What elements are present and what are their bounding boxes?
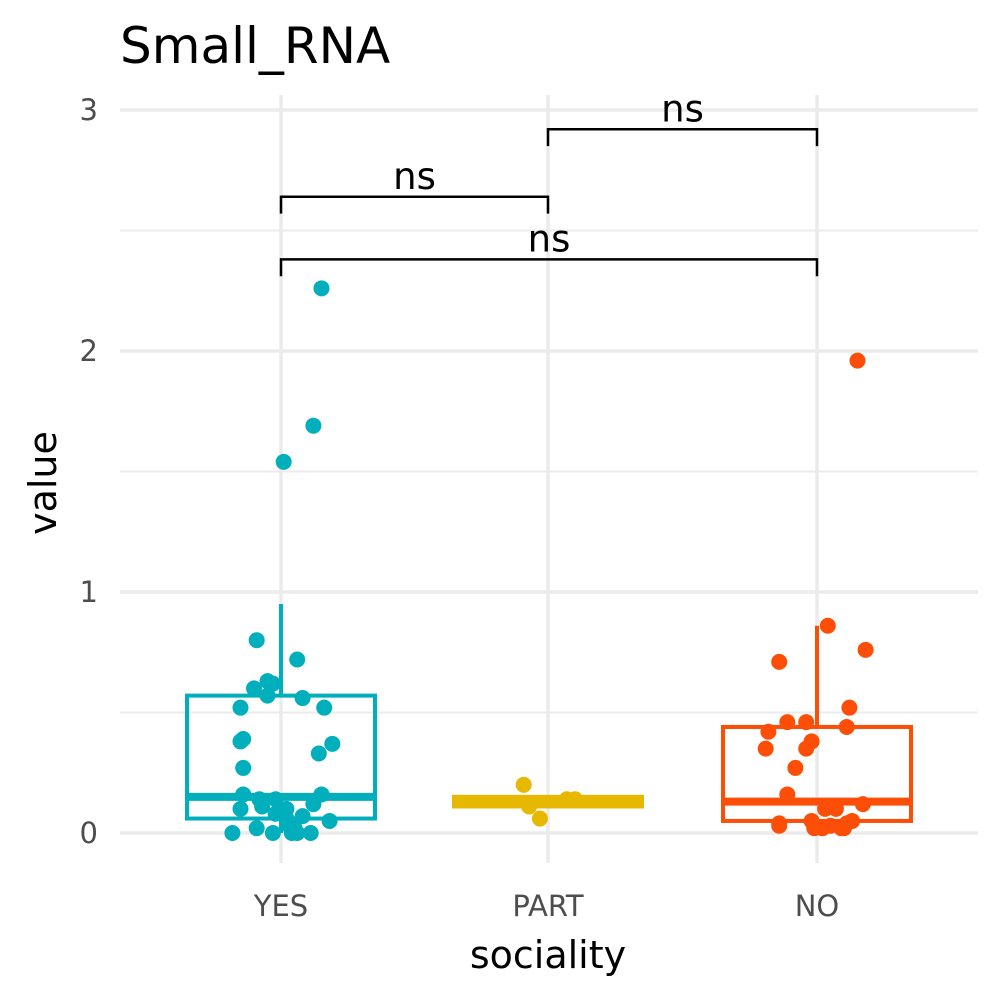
significance-bracket: ns: [279, 155, 550, 214]
data-point-yes: [275, 453, 292, 470]
data-point-yes: [248, 820, 265, 837]
significance-label: ns: [661, 87, 704, 130]
data-point-yes: [259, 687, 276, 704]
data-point-yes: [316, 699, 333, 716]
data-point-yes: [232, 699, 249, 716]
data-point-no: [854, 796, 871, 813]
data-point-yes: [294, 808, 311, 825]
x-tick-label: PART: [512, 889, 584, 923]
data-point-yes: [310, 745, 327, 762]
y-tick-label: 1: [80, 575, 98, 609]
data-point-yes: [232, 800, 249, 817]
data-point-part: [515, 776, 532, 793]
data-point-no: [760, 723, 777, 740]
data-point-no: [803, 733, 820, 750]
significance-bracket: ns: [546, 87, 819, 147]
x-axis-title: sociality: [470, 933, 626, 977]
bracket-line: [279, 258, 819, 277]
data-point-no: [787, 759, 804, 776]
data-point-yes: [224, 825, 241, 841]
y-tick-label: 3: [80, 93, 98, 127]
data-point-no: [841, 699, 858, 716]
x-tick-label: NO: [795, 889, 840, 923]
significance-label: ns: [528, 217, 571, 260]
data-point-yes: [267, 791, 284, 808]
significance-bracket-layer: ns ns ns: [279, 87, 819, 277]
data-point-part: [567, 791, 583, 808]
data-point-yes: [313, 786, 330, 803]
data-point-yes: [289, 825, 306, 841]
boxplot-part: [452, 794, 644, 809]
data-point-no: [857, 641, 874, 658]
data-point-no: [838, 718, 855, 735]
data-point-yes: [235, 731, 252, 748]
data-point-yes: [264, 675, 281, 692]
data-point-no: [771, 653, 788, 670]
data-point-yes: [302, 825, 319, 841]
data-point-part: [531, 810, 548, 827]
y-axis-title: value: [21, 431, 65, 535]
data-point-no: [771, 817, 788, 834]
significance-label: ns: [393, 155, 436, 198]
data-point-yes: [235, 786, 252, 803]
significance-bracket: ns: [279, 217, 819, 277]
jitter-point-layer: [224, 280, 874, 841]
data-point-yes: [248, 632, 265, 649]
y-tick-label: 2: [80, 334, 98, 368]
x-tick-labels: YES PART NO: [253, 889, 839, 923]
data-point-yes: [305, 417, 322, 434]
y-tick-labels: 0 1 2 3: [80, 93, 98, 850]
data-point-no: [757, 740, 774, 757]
data-point-yes: [313, 280, 330, 297]
data-point-no: [827, 800, 844, 817]
y-tick-label: 0: [80, 816, 98, 850]
data-point-yes: [254, 798, 271, 815]
data-point-yes: [289, 651, 306, 668]
data-point-yes: [294, 690, 311, 707]
data-point-yes: [324, 735, 341, 752]
data-point-no: [838, 815, 855, 832]
data-point-no: [849, 352, 866, 369]
x-tick-label: YES: [253, 889, 308, 923]
data-point-yes: [235, 759, 252, 776]
data-point-no: [779, 714, 796, 731]
data-point-yes: [321, 812, 338, 829]
data-point-no: [819, 617, 836, 634]
data-point-no: [798, 714, 815, 731]
chart-title: Small_RNA: [120, 17, 390, 75]
data-point-no: [779, 786, 796, 803]
data-point-yes: [264, 825, 281, 841]
bracket-line: [279, 195, 550, 214]
data-point-yes: [246, 680, 262, 697]
data-point-part: [521, 798, 538, 815]
bracket-line: [546, 128, 819, 147]
